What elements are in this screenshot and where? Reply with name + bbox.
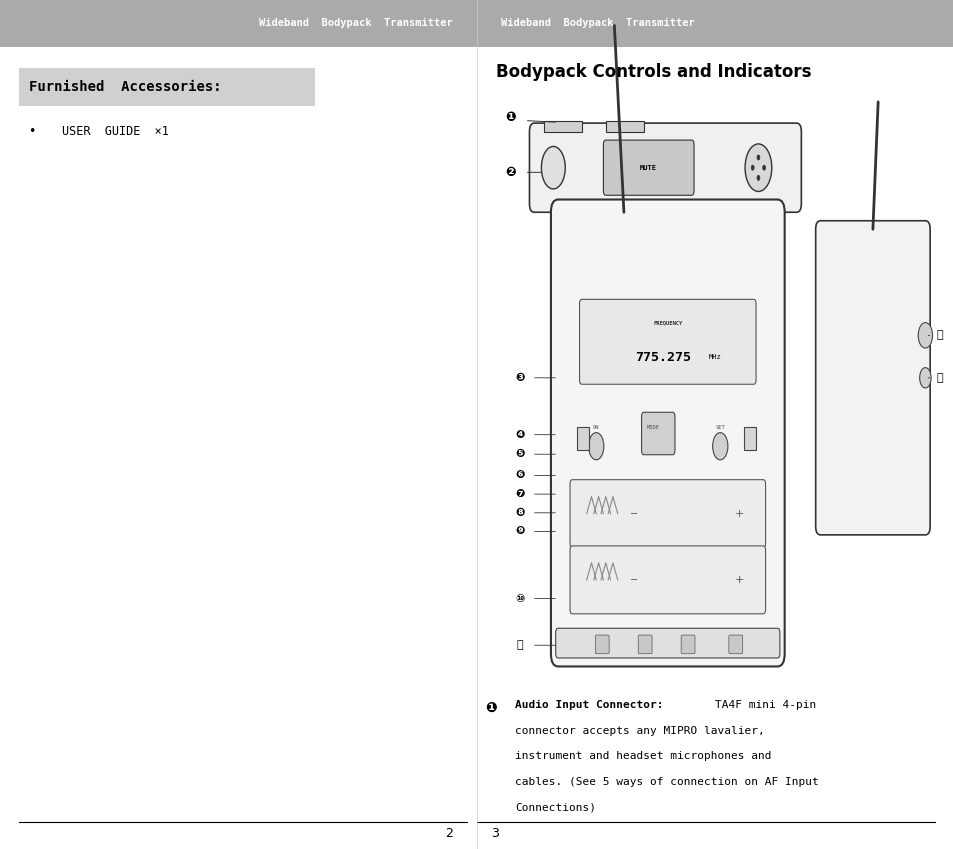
Text: ⑫: ⑫ — [936, 330, 942, 340]
FancyBboxPatch shape — [19, 68, 314, 106]
Text: −: − — [630, 575, 638, 585]
Text: ❽: ❽ — [515, 508, 524, 518]
Text: ❸: ❸ — [515, 373, 524, 383]
Circle shape — [919, 368, 930, 388]
Circle shape — [756, 176, 759, 181]
FancyBboxPatch shape — [569, 480, 764, 548]
Circle shape — [588, 433, 603, 460]
Text: 2: 2 — [445, 827, 453, 841]
Text: MUTE: MUTE — [639, 165, 657, 171]
Text: ON: ON — [593, 425, 598, 430]
Text: MODE: MODE — [646, 425, 659, 430]
FancyBboxPatch shape — [743, 427, 755, 451]
Text: ❼: ❼ — [515, 489, 524, 499]
Text: +: + — [734, 575, 743, 585]
FancyBboxPatch shape — [476, 0, 953, 47]
Text: ❷: ❷ — [504, 166, 516, 179]
FancyBboxPatch shape — [555, 628, 780, 658]
Text: Furnished  Accessories:: Furnished Accessories: — [29, 80, 221, 93]
FancyBboxPatch shape — [602, 140, 693, 195]
FancyBboxPatch shape — [0, 0, 476, 47]
Text: ❾: ❾ — [515, 526, 524, 537]
FancyBboxPatch shape — [569, 546, 764, 614]
FancyBboxPatch shape — [578, 300, 755, 385]
Circle shape — [917, 323, 931, 348]
FancyBboxPatch shape — [529, 123, 801, 212]
FancyBboxPatch shape — [577, 427, 588, 451]
FancyBboxPatch shape — [595, 635, 608, 654]
FancyBboxPatch shape — [551, 200, 783, 666]
Text: ⑪: ⑪ — [517, 640, 522, 650]
FancyBboxPatch shape — [680, 635, 694, 654]
Text: FREQUENCY: FREQUENCY — [653, 320, 681, 325]
FancyBboxPatch shape — [728, 635, 741, 654]
FancyBboxPatch shape — [605, 121, 643, 132]
Circle shape — [761, 165, 764, 171]
Text: ❻: ❻ — [515, 470, 524, 481]
Circle shape — [712, 433, 727, 460]
FancyBboxPatch shape — [815, 221, 929, 535]
Text: −: − — [630, 509, 638, 519]
Text: TA4F mini 4-pin: TA4F mini 4-pin — [715, 700, 816, 711]
FancyBboxPatch shape — [543, 121, 581, 132]
Text: Wideband  Bodypack  Transmitter: Wideband Bodypack Transmitter — [259, 19, 453, 28]
FancyBboxPatch shape — [638, 635, 652, 654]
Text: ❺: ❺ — [515, 449, 524, 459]
Text: MHz: MHz — [707, 354, 720, 360]
Text: connector accepts any MIPRO lavalier,: connector accepts any MIPRO lavalier, — [515, 726, 764, 736]
Text: +: + — [734, 509, 743, 519]
Text: ⑩: ⑩ — [515, 593, 524, 604]
Text: Bodypack Controls and Indicators: Bodypack Controls and Indicators — [496, 63, 811, 82]
Text: instrument and headset microphones and: instrument and headset microphones and — [515, 751, 771, 762]
Text: ❶: ❶ — [504, 110, 516, 124]
Text: Wideband  Bodypack  Transmitter: Wideband Bodypack Transmitter — [500, 19, 694, 28]
Circle shape — [750, 165, 753, 171]
Text: 775.275: 775.275 — [635, 351, 690, 363]
Text: ❶: ❶ — [485, 700, 497, 714]
Text: SET: SET — [715, 425, 724, 430]
Text: USER  GUIDE  ×1: USER GUIDE ×1 — [62, 125, 169, 138]
Text: •: • — [29, 125, 36, 138]
Circle shape — [744, 143, 771, 192]
Circle shape — [756, 155, 759, 160]
Text: 3: 3 — [491, 827, 498, 841]
Text: ❹: ❹ — [515, 430, 524, 440]
Text: ⑬: ⑬ — [936, 373, 942, 383]
Text: Audio Input Connector:: Audio Input Connector: — [515, 700, 663, 711]
FancyBboxPatch shape — [640, 413, 674, 455]
Circle shape — [541, 146, 564, 189]
Text: Connections): Connections) — [515, 802, 596, 812]
Text: cables. (See 5 ways of connection on AF Input: cables. (See 5 ways of connection on AF … — [515, 777, 818, 787]
